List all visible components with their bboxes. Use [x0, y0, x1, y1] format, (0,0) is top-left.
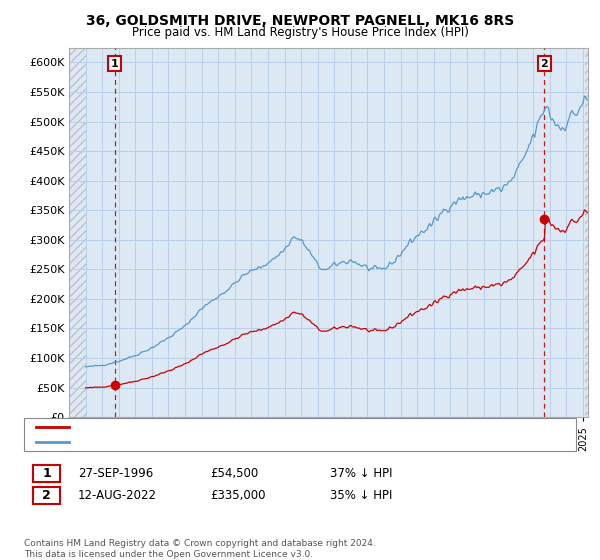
Text: 36, GOLDSMITH DRIVE, NEWPORT PAGNELL, MK16 8RS (detached house): 36, GOLDSMITH DRIVE, NEWPORT PAGNELL, MK…: [78, 422, 458, 432]
Text: 37% ↓ HPI: 37% ↓ HPI: [330, 466, 392, 480]
Text: 1: 1: [111, 59, 118, 69]
Bar: [69, 48, 86, 417]
Text: 12-AUG-2022: 12-AUG-2022: [78, 489, 157, 502]
Text: 36, GOLDSMITH DRIVE, NEWPORT PAGNELL, MK16 8RS: 36, GOLDSMITH DRIVE, NEWPORT PAGNELL, MK…: [86, 14, 514, 28]
Text: 2: 2: [42, 489, 51, 502]
Text: 1: 1: [42, 466, 51, 480]
Text: 27-SEP-1996: 27-SEP-1996: [78, 466, 153, 480]
Text: 2: 2: [541, 59, 548, 69]
Text: Price paid vs. HM Land Registry's House Price Index (HPI): Price paid vs. HM Land Registry's House …: [131, 26, 469, 39]
Text: Contains HM Land Registry data © Crown copyright and database right 2024.
This d: Contains HM Land Registry data © Crown c…: [24, 539, 376, 559]
Text: 35% ↓ HPI: 35% ↓ HPI: [330, 489, 392, 502]
Text: HPI: Average price, detached house, Milton Keynes: HPI: Average price, detached house, Milt…: [78, 437, 343, 447]
Bar: [584, 48, 588, 417]
Text: £335,000: £335,000: [210, 489, 265, 502]
Text: £54,500: £54,500: [210, 466, 258, 480]
